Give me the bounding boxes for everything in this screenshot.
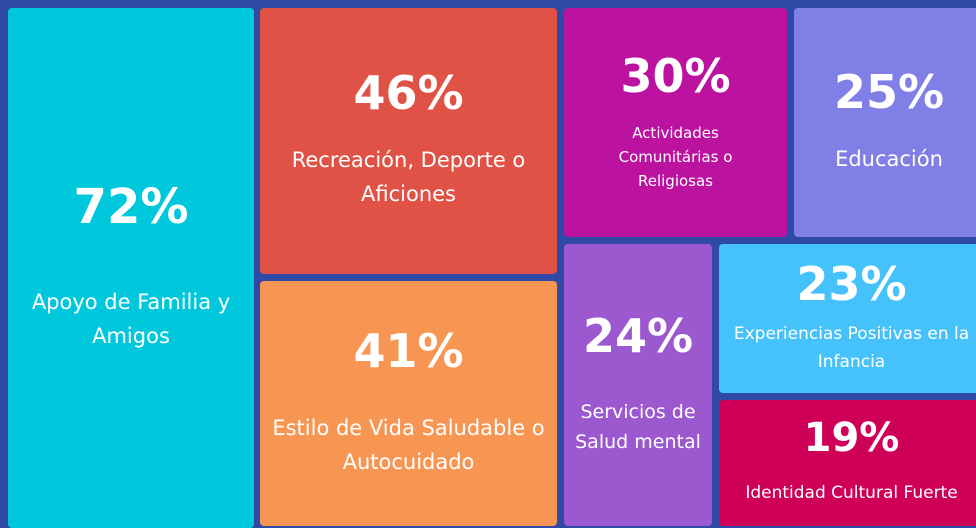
tile: 24% Servicios de Salud mental bbox=[564, 244, 712, 526]
tile: 30% Actividades Comunitárias o Religiosas bbox=[564, 8, 787, 237]
value-label: 23% bbox=[796, 261, 906, 307]
tile: 46% Recreación, Deporte o Aficiones bbox=[260, 8, 557, 274]
tile: 25% Educación bbox=[794, 8, 976, 237]
category-label: Recreación, Deporte o Aficiones bbox=[289, 144, 529, 211]
category-label: Educación bbox=[835, 143, 943, 177]
category-label: Actividades Comunitárias o Religiosas bbox=[601, 121, 751, 193]
value-label: 41% bbox=[353, 328, 463, 374]
tile: 19% Identidad Cultural Fuerte bbox=[719, 400, 976, 526]
value-label: 72% bbox=[74, 183, 189, 231]
value-label: 46% bbox=[353, 70, 463, 116]
value-label: 25% bbox=[834, 69, 944, 115]
category-label: Experiencias Positivas en la Infancia bbox=[722, 321, 976, 375]
category-label: Estilo de Vida Saludable o Autocuidado bbox=[269, 412, 549, 479]
value-label: 19% bbox=[804, 418, 900, 458]
tile: 72% Apoyo de Familia y Amigos bbox=[8, 8, 254, 528]
category-label: Apoyo de Familia y Amigos bbox=[31, 286, 231, 353]
tile: 23% Experiencias Positivas en la Infancia bbox=[719, 244, 976, 393]
tile: 41% Estilo de Vida Saludable o Autocuidad… bbox=[260, 281, 557, 526]
value-label: 30% bbox=[620, 53, 730, 99]
category-label: Identidad Cultural Fuerte bbox=[745, 480, 957, 507]
category-label: Servicios de Salud mental bbox=[568, 397, 708, 458]
value-label: 24% bbox=[583, 313, 693, 359]
